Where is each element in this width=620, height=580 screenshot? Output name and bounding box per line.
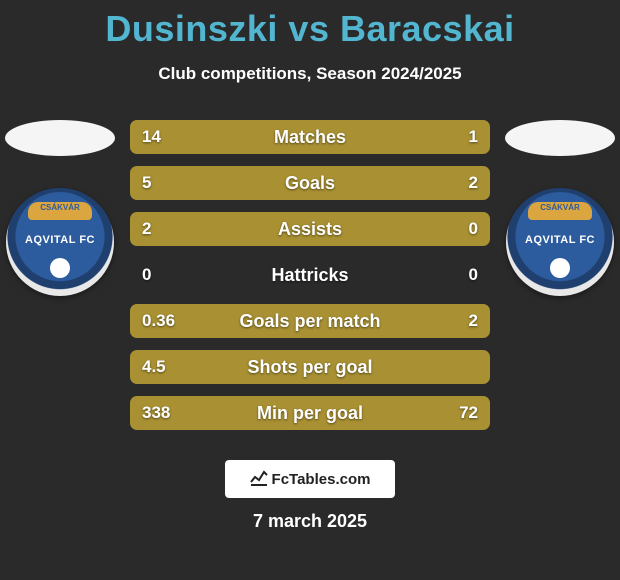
right-player-column: CSÁKVÁR AQVITAL FC [500, 120, 620, 296]
right-club-badge: CSÁKVÁR AQVITAL FC [506, 188, 614, 296]
footer-brand-badge[interactable]: FcTables.com [225, 460, 395, 498]
stat-left-value: 14 [142, 120, 161, 154]
stat-label: Assists [130, 212, 490, 246]
stat-row: Goals5 2 [130, 166, 490, 200]
stat-left-value: 0.36 [142, 304, 175, 338]
stat-row: Shots per goal4.5 [130, 350, 490, 384]
stat-row: Hattricks0 0 [130, 258, 490, 292]
stat-left-value: 0 [142, 258, 151, 292]
stat-label: Matches [130, 120, 490, 154]
stat-left-value: 338 [142, 396, 170, 430]
stat-right-value: 1 [469, 120, 478, 154]
footer-brand-text: FcTables.com [272, 471, 371, 488]
left-club-main-text: AQVITAL FC [25, 234, 95, 246]
stat-row: Matches14 1 [130, 120, 490, 154]
stat-left-value: 5 [142, 166, 151, 200]
left-country-flag [5, 120, 115, 156]
stat-label: Goals [130, 166, 490, 200]
page-title: Dusinszki vs Baracskai [0, 0, 620, 50]
ball-icon [50, 258, 70, 278]
stat-right-value: 0 [469, 258, 478, 292]
right-club-main-text: AQVITAL FC [525, 234, 595, 246]
stat-row: Goals per match0.36 2 [130, 304, 490, 338]
left-club-badge: CSÁKVÁR AQVITAL FC [6, 188, 114, 296]
stat-label: Shots per goal [130, 350, 490, 384]
right-country-flag [505, 120, 615, 156]
stat-left-value: 2 [142, 212, 151, 246]
comparison-bars: Matches141Goals52Assists20Hattricks00Goa… [130, 120, 490, 442]
stat-left-value: 4.5 [142, 350, 166, 384]
stat-right-value: 2 [469, 166, 478, 200]
stat-label: Hattricks [130, 258, 490, 292]
stat-right-value: 72 [459, 396, 478, 430]
left-club-arc-text: CSÁKVÁR [40, 203, 80, 212]
left-player-column: CSÁKVÁR AQVITAL FC [0, 120, 120, 296]
stat-row: Assists2 0 [130, 212, 490, 246]
subtitle: Club competitions, Season 2024/2025 [0, 64, 620, 84]
stat-right-value: 0 [469, 212, 478, 246]
chart-icon [250, 468, 268, 491]
stat-right-value: 2 [469, 304, 478, 338]
ball-icon [550, 258, 570, 278]
date-text: 7 march 2025 [0, 511, 620, 532]
stat-row: Min per goal338 72 [130, 396, 490, 430]
stat-label: Min per goal [130, 396, 490, 430]
right-club-arc-text: CSÁKVÁR [540, 203, 580, 212]
stat-label: Goals per match [130, 304, 490, 338]
